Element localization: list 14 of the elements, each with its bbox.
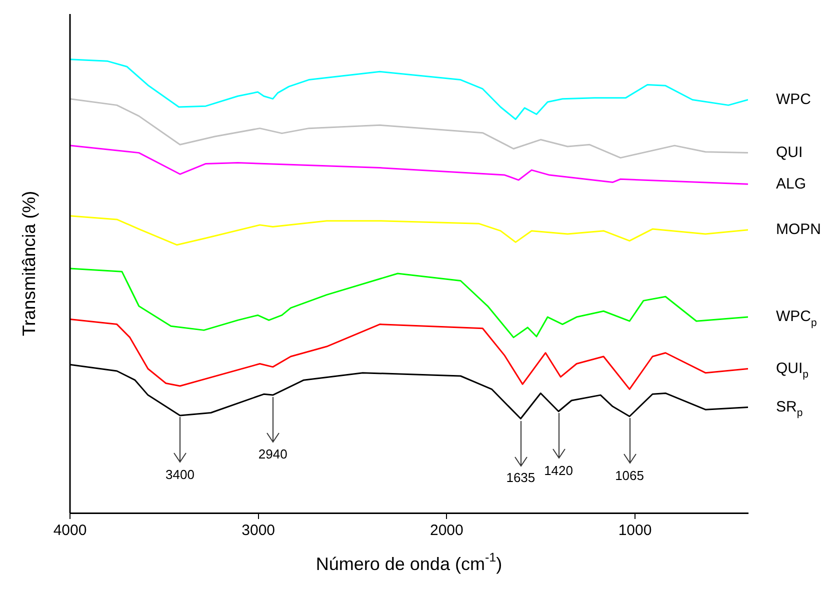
annotation: 1420 — [544, 462, 573, 478]
annotation: 1635 — [506, 470, 536, 486]
series-label: WPC — [776, 90, 812, 108]
x-tick-label: 1000 — [618, 522, 652, 540]
y-axis-title: Transmitância (%) — [18, 190, 39, 336]
annotation: 3400 — [166, 467, 194, 482]
annotation: 1065 — [615, 468, 644, 483]
x-tick-label: 4000 — [53, 522, 87, 540]
x-tick-label: 2000 — [430, 522, 464, 540]
series-label: MOPN — [776, 221, 821, 238]
x-tick-label: 3000 — [242, 522, 276, 540]
series-label: QUI — [776, 144, 803, 161]
annotation: 2940 — [258, 446, 288, 462]
series-label: ALG — [776, 175, 806, 192]
